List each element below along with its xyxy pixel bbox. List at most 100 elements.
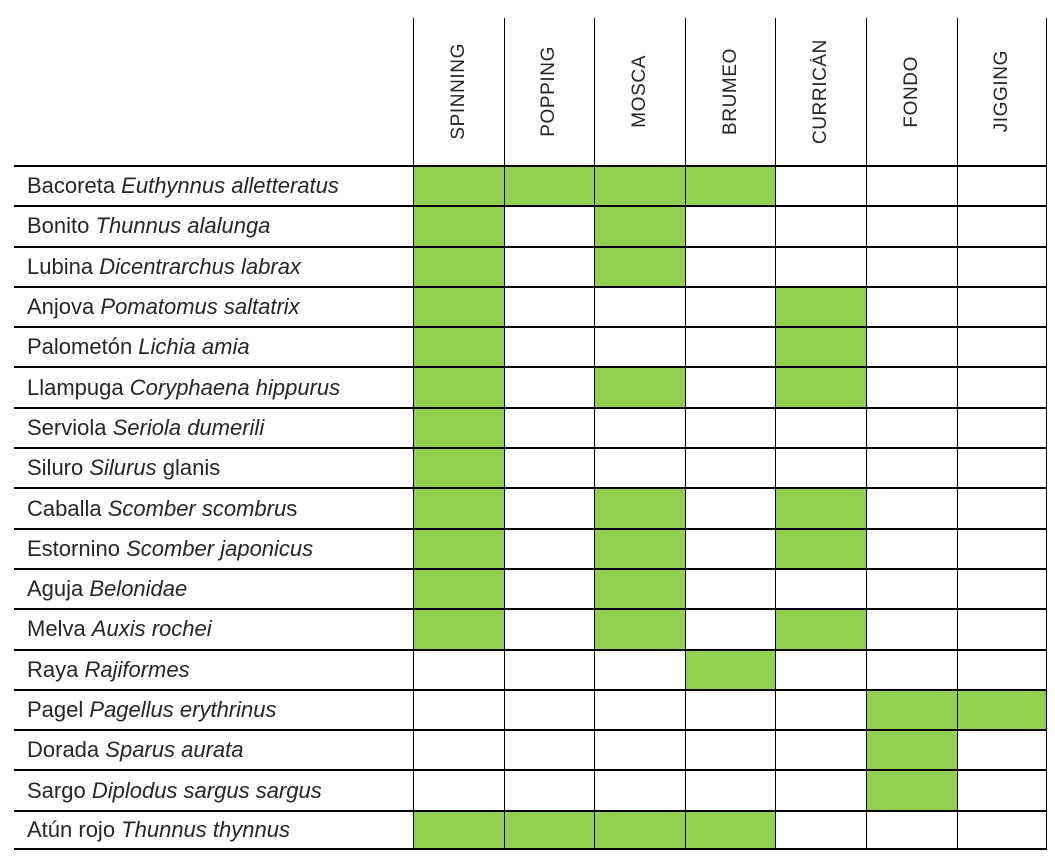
species-row-label: Palometón Lichia amia [14, 326, 413, 367]
matrix-cell-empty [684, 688, 776, 730]
matrix-cell-active [775, 326, 866, 367]
matrix-cell-empty [684, 326, 776, 367]
matrix-cell-empty [684, 366, 776, 407]
matrix-cell-empty [956, 648, 1048, 689]
matrix-cell-empty [775, 729, 866, 770]
matrix-cell-empty [865, 648, 957, 689]
matrix-cell-active [865, 688, 957, 730]
matrix-cell-empty [684, 487, 776, 528]
matrix-cell-empty [865, 567, 957, 609]
matrix-cell-empty [865, 608, 957, 649]
matrix-cell-empty [503, 487, 595, 528]
species-common-name: Atún rojo [27, 816, 122, 842]
matrix-cell-empty [684, 729, 776, 770]
column-header-label: BRUMEO [719, 48, 741, 135]
species-common-name: Anjova [27, 294, 101, 320]
species-technique-matrix-table: SPINNING POPPING MOSCA BRUMEO CURRICÁN F… [14, 18, 1048, 851]
matrix-cell-empty [684, 527, 776, 568]
matrix-cell-empty [684, 608, 776, 649]
matrix-cell-empty [594, 406, 685, 448]
matrix-cell-empty [775, 688, 866, 730]
species-scientific-name: Dicentrarchus labrax [99, 253, 301, 279]
matrix-cell-empty [775, 245, 866, 286]
matrix-cell-empty [413, 648, 504, 689]
matrix-cell-empty [956, 366, 1048, 407]
matrix-cell-active [775, 527, 866, 568]
matrix-cell-empty [956, 567, 1048, 609]
matrix-cell-active [594, 205, 685, 246]
matrix-cell-empty [865, 205, 957, 246]
matrix-cell-active [413, 285, 504, 327]
matrix-cell-active [503, 809, 595, 851]
column-header-brumeo: BRUMEO [684, 18, 776, 165]
species-common-name: Siluro [27, 455, 90, 481]
matrix-cell-empty [956, 809, 1048, 851]
column-header-label: CURRICÁN [810, 38, 832, 145]
matrix-cell-active [413, 567, 504, 609]
species-row-label: Aguja Belonidae [14, 567, 413, 609]
matrix-cell-empty [503, 729, 595, 770]
column-header-label: FONDO [900, 55, 922, 128]
matrix-cell-empty [775, 567, 866, 609]
species-row-label: Raya Rajiformes [14, 648, 413, 689]
column-header-label: POPPING [538, 46, 560, 137]
matrix-cell-empty [684, 205, 776, 246]
matrix-cell-active [594, 487, 685, 528]
matrix-cell-active [413, 406, 504, 448]
species-row-label: Dorada Sparus aurata [14, 729, 413, 770]
matrix-cell-empty [956, 165, 1048, 206]
matrix-cell-empty [956, 245, 1048, 286]
matrix-cell-empty [684, 285, 776, 327]
matrix-cell-empty [503, 406, 595, 448]
species-scientific-name: Diplodus sargus sargus [91, 777, 322, 803]
species-scientific-name: Scomber scombru [107, 495, 287, 521]
column-header-label: MOSCA [628, 55, 650, 128]
species-common-name: Estornino [27, 535, 127, 561]
matrix-cell-empty [503, 326, 595, 367]
matrix-cell-empty [594, 648, 685, 689]
matrix-cell-empty [956, 447, 1048, 488]
matrix-cell-empty [594, 769, 685, 810]
matrix-cell-active [413, 366, 504, 407]
matrix-cell-active [594, 567, 685, 609]
matrix-cell-empty [503, 447, 595, 488]
matrix-cell-active [865, 729, 957, 770]
matrix-cell-empty [865, 406, 957, 448]
species-scientific-name: Scomber japonicus [126, 535, 314, 561]
matrix-cell-empty [775, 406, 866, 448]
matrix-cell-empty [413, 729, 504, 770]
species-row-label: Lubina Dicentrarchus labrax [14, 245, 413, 286]
matrix-cell-active [684, 809, 776, 851]
matrix-cell-active [594, 165, 685, 206]
species-scientific-name: Coryphaena hippurus [129, 374, 341, 400]
matrix-cell-empty [775, 165, 866, 206]
species-common-name: Pagel [27, 697, 90, 722]
species-common-name: Melva [27, 616, 92, 642]
matrix-cell-empty [865, 447, 957, 488]
species-row-label: Sargo Diplodus sargus sargus [14, 769, 413, 810]
matrix-cell-empty [865, 285, 957, 327]
matrix-cell-active [413, 608, 504, 649]
column-header-mosca: MOSCA [594, 18, 685, 165]
species-row-label: Llampuga Coryphaena hippurus [14, 366, 413, 407]
matrix-cell-empty [956, 729, 1048, 770]
matrix-cell-empty [956, 769, 1048, 810]
matrix-cell-active [865, 769, 957, 810]
matrix-cell-active [775, 285, 866, 327]
species-name-suffix: s [286, 495, 298, 521]
species-row-label: Bonito Thunnus alalunga [14, 205, 413, 246]
species-common-name: Dorada [27, 737, 106, 763]
matrix-cell-active [413, 487, 504, 528]
species-common-name: Bonito [27, 213, 96, 239]
matrix-cell-empty [956, 406, 1048, 448]
matrix-cell-empty [956, 608, 1048, 649]
matrix-cell-empty [503, 285, 595, 327]
matrix-cell-empty [594, 729, 685, 770]
matrix-cell-empty [956, 205, 1048, 246]
matrix-cell-empty [775, 447, 866, 488]
species-scientific-name: Seriola dumerili [112, 414, 265, 440]
matrix-cell-empty [865, 245, 957, 286]
matrix-cell-empty [503, 205, 595, 246]
species-row-label: Atún rojo Thunnus thynnus [14, 809, 413, 851]
